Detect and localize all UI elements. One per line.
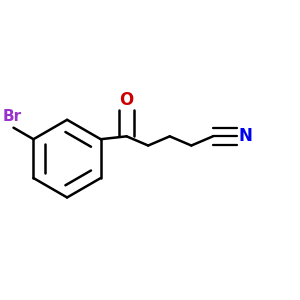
Text: O: O	[119, 91, 134, 109]
Text: N: N	[239, 127, 253, 145]
Text: Br: Br	[2, 109, 22, 124]
